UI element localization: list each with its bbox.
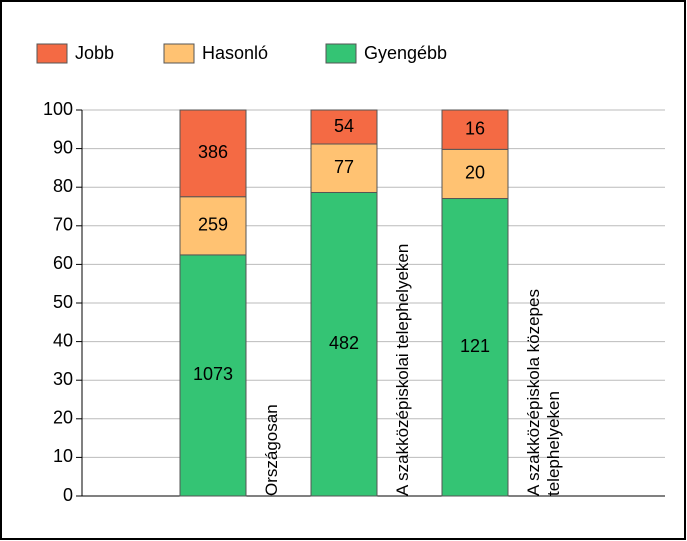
- bar-segment: [441, 109, 509, 150]
- bar-segment: [441, 198, 509, 497]
- legend-swatch: [36, 43, 68, 64]
- legend-swatch: [325, 43, 357, 64]
- bar-segment: [441, 148, 509, 200]
- value-label: 482: [329, 333, 359, 353]
- value-label: 77: [334, 157, 354, 177]
- legend-swatch: [163, 43, 195, 64]
- y-tick-label: 0: [63, 485, 73, 505]
- y-tick-label: 70: [53, 215, 73, 235]
- value-label: 259: [198, 215, 228, 235]
- x-tick-label: Országosan: [262, 404, 281, 496]
- bar-segment: [179, 109, 247, 198]
- y-tick-label: 100: [43, 99, 73, 119]
- y-tick-label: 40: [53, 330, 73, 350]
- bar-segment: [310, 191, 378, 497]
- bar-segment: [310, 143, 378, 193]
- value-label: 121: [460, 336, 490, 356]
- x-tick-label: A szakközépiskola közepes telephelyeken: [524, 289, 563, 496]
- bar-segment: [310, 109, 378, 145]
- value-label: 1073: [193, 364, 233, 384]
- legend-label: Jobb: [75, 43, 114, 63]
- value-label: 54: [334, 116, 354, 136]
- y-tick-label: 90: [53, 137, 73, 157]
- y-tick-label: 30: [53, 369, 73, 389]
- y-tick-label: 50: [53, 292, 73, 312]
- legend-label: Gyengébb: [364, 43, 447, 63]
- y-tick-label: 10: [53, 446, 73, 466]
- value-label: 386: [198, 142, 228, 162]
- y-tick-label: 80: [53, 176, 73, 196]
- value-label: 16: [465, 118, 485, 138]
- x-tick-label: A szakközépiskolai telephelyeken: [393, 243, 412, 496]
- bar-segment: [179, 254, 247, 497]
- legend-label: Hasonló: [202, 43, 268, 63]
- value-label: 20: [465, 163, 485, 183]
- y-tick-label: 60: [53, 253, 73, 273]
- y-tick-label: 20: [53, 408, 73, 428]
